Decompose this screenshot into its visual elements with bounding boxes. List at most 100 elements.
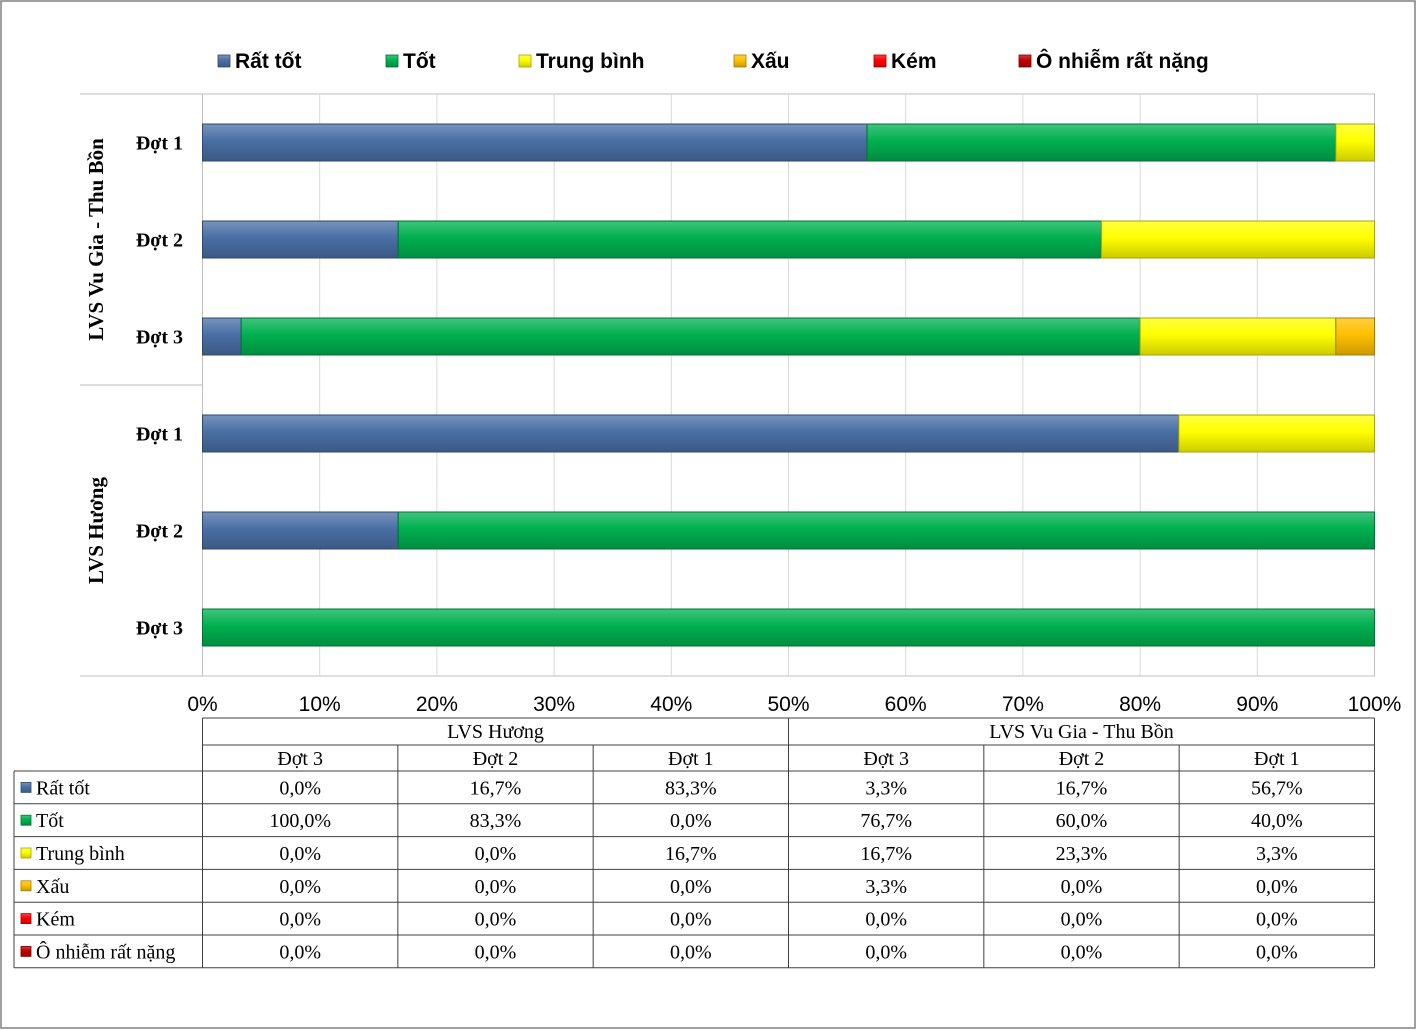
legend-swatch: [873, 54, 887, 68]
x-tick-label: 90%: [1236, 693, 1278, 716]
legend-swatch: [518, 54, 532, 68]
legend-swatch: [217, 54, 231, 68]
table-cell: 23,3%: [1056, 843, 1108, 865]
table-cell: 3,3%: [865, 876, 907, 898]
table-cell: 0,0%: [1256, 941, 1298, 963]
table-cell: 0,0%: [670, 909, 712, 931]
category-label: Đợt 2: [136, 230, 183, 252]
table-legend-key: [20, 913, 32, 924]
bar-tot: [397, 220, 1102, 259]
table-cell: 0,0%: [475, 941, 517, 963]
category-label: Đợt 2: [136, 521, 183, 543]
table-row-label: Trung bình: [36, 843, 125, 865]
table-cell: 0,0%: [1061, 876, 1103, 898]
bar-tot: [202, 608, 1375, 647]
bar-xau: [1335, 317, 1375, 356]
table-cell: 0,0%: [1061, 941, 1103, 963]
group-label: LVS Vu Gia - Thu Bồn: [84, 138, 108, 341]
legend-swatch: [733, 54, 747, 68]
table-cell: 0,0%: [475, 876, 517, 898]
bar-tot: [866, 123, 1337, 162]
table-cell: 16,7%: [860, 843, 912, 865]
table-cell: 0,0%: [1256, 876, 1298, 898]
table-cell: 0,0%: [865, 909, 907, 931]
x-tick-label: 40%: [650, 693, 692, 716]
x-tick-label: 50%: [767, 693, 809, 716]
legend-swatch: [1018, 54, 1032, 68]
table-cell: 0,0%: [670, 810, 712, 832]
x-tick-label: 80%: [1119, 693, 1161, 716]
table-cell: 0,0%: [279, 876, 321, 898]
table-column-header: Đợt 2: [1059, 748, 1105, 770]
table-legend-key: [20, 782, 32, 793]
table-group-header: LVS Hương: [447, 721, 544, 743]
legend-label: Xấu: [751, 50, 790, 73]
legend-label: Tốt: [403, 50, 436, 73]
table-column-header: Đợt 3: [863, 748, 909, 770]
bar-rat-tot: [202, 123, 868, 162]
table-cell: 0,0%: [279, 909, 321, 931]
category-label: Đợt 1: [136, 424, 183, 446]
table-legend-key: [20, 880, 32, 892]
category-label: Đợt 1: [136, 133, 183, 155]
table-cell: 0,0%: [475, 909, 517, 931]
table-cell: 0,0%: [279, 843, 321, 865]
bar-trung-binh: [1100, 220, 1375, 259]
x-tick-label: 10%: [299, 693, 341, 716]
table-cell: 0,0%: [865, 941, 907, 963]
table-cell: 0,0%: [1061, 909, 1103, 931]
table-cell: 56,7%: [1251, 777, 1303, 799]
table-cell: 40,0%: [1251, 810, 1303, 832]
bar-rat-tot: [202, 317, 242, 356]
x-tick-label: 0%: [187, 693, 217, 716]
x-tick-label: 100%: [1348, 693, 1402, 716]
x-tick-label: 20%: [416, 693, 458, 716]
table-cell: 60,0%: [1056, 810, 1108, 832]
table-cell: 76,7%: [860, 810, 912, 832]
table-cell: 16,7%: [665, 843, 717, 865]
bar-rat-tot: [202, 511, 399, 550]
legend-label: Trung bình: [536, 50, 644, 73]
table-column-header: Đợt 1: [668, 748, 714, 770]
table-legend-key: [20, 814, 32, 826]
legend-label: Kém: [891, 50, 937, 73]
table-cell: 3,3%: [865, 777, 907, 799]
table-row-label: Xấu: [36, 876, 69, 898]
table-column-header: Đợt 1: [1254, 748, 1300, 770]
bar-trung-binh: [1178, 414, 1375, 453]
table-cell: 0,0%: [670, 876, 712, 898]
group-label: LVS Hương: [84, 477, 108, 584]
table-column-header: Đợt 3: [277, 748, 323, 770]
table-cell: 16,7%: [1056, 777, 1108, 799]
category-label: Đợt 3: [136, 618, 183, 640]
table-cell: 0,0%: [670, 941, 712, 963]
bar-rat-tot: [202, 414, 1180, 453]
x-tick-label: 60%: [885, 693, 927, 716]
table-cell: 16,7%: [470, 777, 522, 799]
table-legend-key: [20, 847, 32, 859]
legend-label: Rất tốt: [235, 50, 302, 73]
bar-trung-binh: [1139, 317, 1337, 356]
table-cell: 0,0%: [475, 843, 517, 865]
bar-tot: [240, 317, 1141, 356]
category-label: Đợt 3: [136, 327, 183, 349]
table-cell: 0,0%: [1256, 909, 1298, 931]
bar-tot: [397, 511, 1375, 550]
legend-swatch: [385, 54, 399, 68]
x-tick-label: 30%: [533, 693, 575, 716]
x-tick-label: 70%: [1002, 693, 1044, 716]
table-cell: 100,0%: [269, 810, 331, 832]
legend-label: Ô nhiễm rất nặng: [1036, 49, 1209, 73]
table-cell: 0,0%: [279, 941, 321, 963]
table-cell: 83,3%: [470, 810, 522, 832]
table-legend-key: [20, 946, 32, 957]
table-row-label: Rất tốt: [36, 777, 90, 799]
bar-rat-tot: [202, 220, 399, 259]
table-cell: 3,3%: [1256, 843, 1298, 865]
table-row-label: Ô nhiễm rất nặng: [36, 939, 175, 963]
table-cell: 0,0%: [279, 777, 321, 799]
table-cell: 83,3%: [665, 777, 717, 799]
table-row-label: Tốt: [36, 810, 64, 832]
